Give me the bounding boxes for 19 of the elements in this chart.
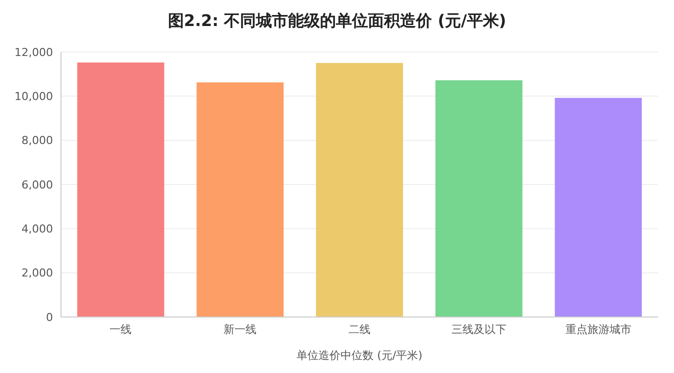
x-tick-label: 重点旅游城市 — [565, 322, 632, 336]
bar — [316, 62, 404, 317]
x-axis-title: 单位造价中位数 (元/平米) — [296, 349, 422, 362]
bar — [554, 98, 642, 317]
chart-title: 图2.2: 不同城市能级的单位面积造价 (元/平米) — [166, 10, 508, 32]
x-tick-label: 三线及以下 — [451, 322, 506, 336]
bar — [77, 62, 164, 317]
x-tick-label: 新一线 — [224, 322, 257, 336]
y-tick-label: 4,000 — [22, 222, 53, 236]
x-tick-label: 一线 — [110, 322, 132, 336]
y-tick-label: 10,000 — [14, 90, 53, 104]
y-tick-label: 12,000 — [14, 46, 53, 59]
bar — [435, 80, 522, 317]
y-tick-label: 0 — [46, 310, 53, 324]
bar — [196, 82, 284, 317]
y-tick-label: 6,000 — [22, 178, 53, 192]
y-tick-label: 8,000 — [22, 134, 53, 148]
x-tick-label: 二线 — [348, 322, 370, 336]
y-tick-label: 2,000 — [22, 266, 53, 280]
